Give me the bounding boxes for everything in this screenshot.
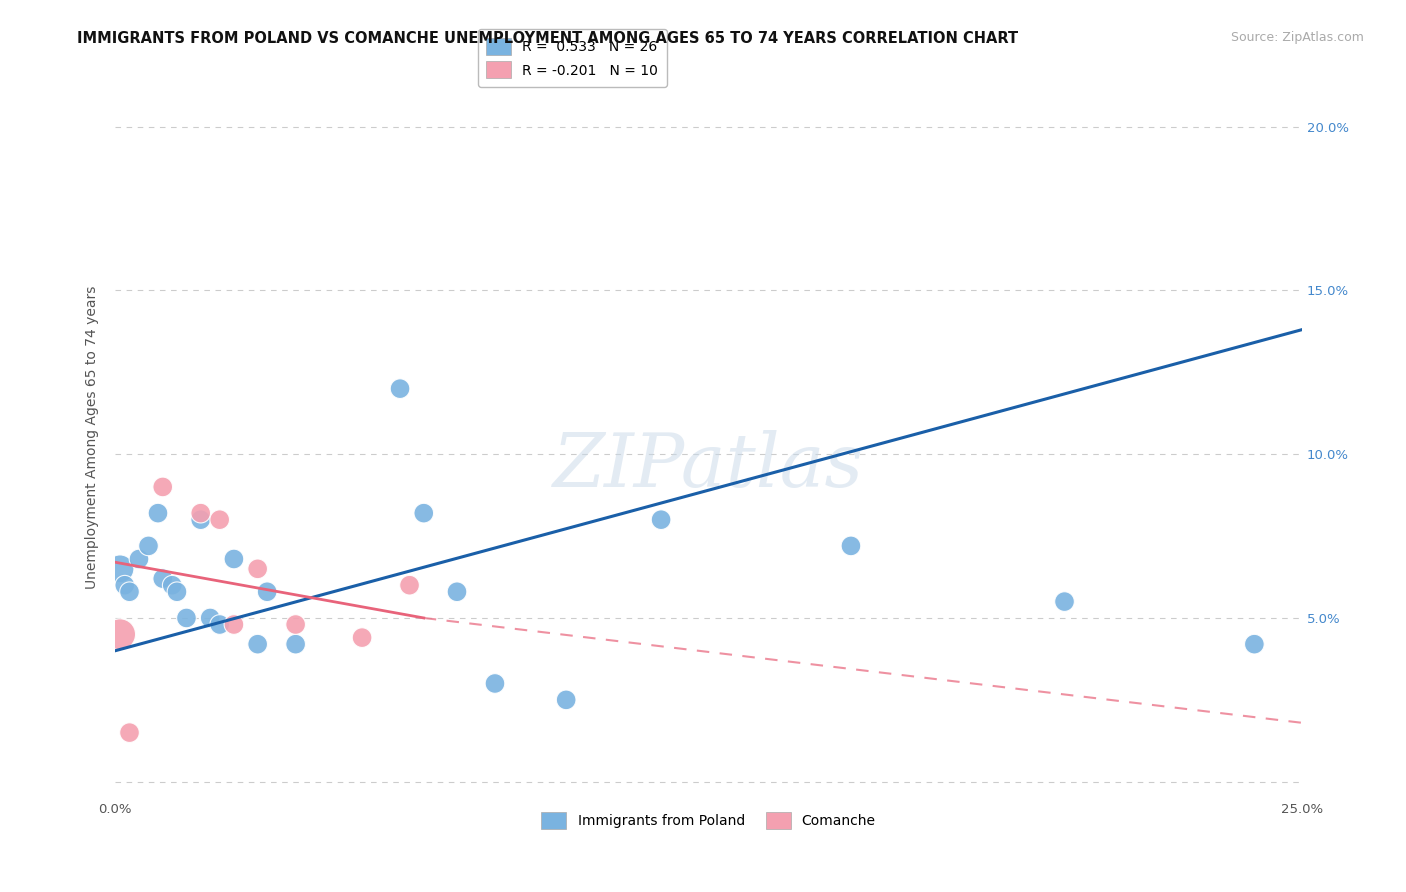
Point [246,562,269,576]
Point [222,617,245,632]
Text: Source: ZipAtlas.com: Source: ZipAtlas.com [1230,31,1364,45]
Point [200,611,222,625]
Point [152,480,174,494]
Point [389,382,412,396]
Point [176,611,198,625]
Point [1243,637,1265,651]
Point [256,584,278,599]
Point [839,539,862,553]
Text: ZIPatlas: ZIPatlas [553,430,865,503]
Point [650,513,672,527]
Point [284,637,307,651]
Point [152,572,174,586]
Point [118,584,141,599]
Point [128,552,150,566]
Point [146,506,169,520]
Point [208,513,231,527]
Point [412,506,434,520]
Point [166,584,188,599]
Text: IMMIGRANTS FROM POLAND VS COMANCHE UNEMPLOYMENT AMONG AGES 65 TO 74 YEARS CORREL: IMMIGRANTS FROM POLAND VS COMANCHE UNEMP… [77,31,1018,46]
Point [108,562,131,576]
Point [118,725,141,739]
Point [208,617,231,632]
Point [1053,594,1076,608]
Point [222,552,245,566]
Point [246,637,269,651]
Point [114,578,136,592]
Point [484,676,506,690]
Point [398,578,420,592]
Point [190,506,212,520]
Point [160,578,183,592]
Point [446,584,468,599]
Point [138,539,160,553]
Point [555,693,578,707]
Legend: Immigrants from Poland, Comanche: Immigrants from Poland, Comanche [536,806,882,834]
Point [284,617,307,632]
Y-axis label: Unemployment Among Ages 65 to 74 years: Unemployment Among Ages 65 to 74 years [86,286,100,590]
Point [352,631,374,645]
Point [108,627,131,641]
Point [190,513,212,527]
